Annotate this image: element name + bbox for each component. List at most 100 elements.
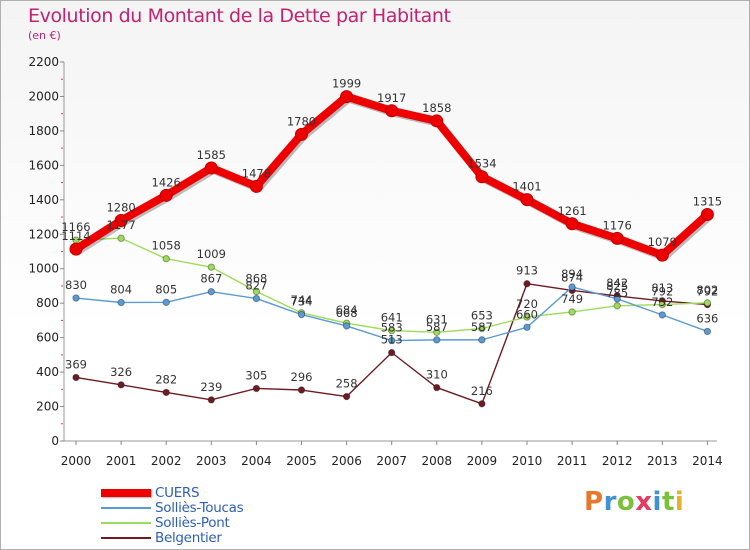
x-tick-label: 2004 (241, 454, 272, 468)
data-point-belgentier (117, 381, 125, 389)
y-tick-label: 2200 (28, 55, 59, 69)
x-tick-label: 2001 (106, 454, 137, 468)
data-point-sollies-toucas (613, 295, 621, 303)
data-label-belgentier: 326 (110, 365, 132, 379)
logo-letter: x (635, 487, 653, 517)
data-label-sollies-toucas: 894 (561, 267, 583, 281)
data-point-sollies-toucas (207, 287, 216, 296)
data-point-cuers (340, 90, 354, 104)
data-label-sollies-pont: 1166 (61, 220, 90, 234)
data-point-sollies-pont (613, 302, 621, 310)
x-tick-label: 2008 (422, 454, 453, 468)
data-point-cuers (69, 242, 83, 256)
data-label-belgentier: 874 (561, 270, 583, 284)
data-label-sollies-toucas: 583 (381, 321, 403, 335)
x-tick-label: 2011 (557, 454, 588, 468)
data-point-sollies-pont (117, 234, 125, 242)
data-point-sollies-toucas (162, 298, 170, 307)
x-tick-label: 2014 (692, 454, 723, 468)
data-label-sollies-toucas: 668 (336, 306, 358, 320)
data-label-sollies-toucas: 587 (471, 320, 493, 334)
data-point-sollies-toucas (703, 327, 712, 336)
data-point-cuers (520, 193, 534, 207)
data-point-belgentier (72, 373, 80, 382)
data-label-cuers: 1280 (106, 200, 135, 214)
data-label-belgentier: 792 (696, 285, 718, 299)
data-point-belgentier (388, 348, 396, 357)
data-label-cuers: 1478 (242, 166, 271, 180)
y-tick-label: 1000 (28, 262, 59, 276)
data-label-belgentier: 813 (651, 281, 673, 295)
data-point-belgentier (207, 396, 216, 404)
data-point-sollies-pont (252, 287, 261, 296)
data-point-cuers (655, 248, 669, 262)
legend-swatch-sollies-pont (101, 522, 151, 524)
data-label-cuers: 1534 (467, 157, 496, 171)
data-point-sollies-pont (523, 313, 531, 321)
data-label-sollies-toucas: 660 (516, 307, 538, 321)
data-point-cuers (430, 114, 444, 128)
x-tick-label: 2013 (647, 454, 678, 468)
data-label-sollies-pont: 802 (696, 283, 718, 297)
data-label-cuers: 1999 (332, 77, 361, 91)
data-label-belgentier: 296 (291, 370, 313, 384)
y-tick-label: 1600 (28, 158, 59, 172)
y-tick-label: 1400 (28, 193, 59, 207)
data-label-sollies-toucas: 827 (245, 279, 267, 293)
legend-label-belgentier: Belgentier (155, 530, 222, 546)
data-label-cuers: 1426 (152, 175, 181, 189)
logo-letter: r (603, 487, 617, 517)
data-label-cuers: 1261 (557, 204, 586, 218)
x-tick-label: 2009 (467, 454, 498, 468)
logo-letter: t (661, 487, 675, 517)
data-label-sollies-pont: 744 (291, 293, 313, 307)
data-label-cuers: 1917 (377, 91, 406, 105)
data-label-sollies-toucas: 825 (606, 279, 628, 293)
x-tick-label: 2003 (196, 454, 227, 468)
data-point-belgentier (433, 383, 441, 392)
data-label-cuers: 1079 (648, 235, 677, 249)
data-point-cuers (565, 217, 579, 231)
legend-swatch-cuers (101, 489, 151, 497)
data-point-sollies-toucas (523, 323, 531, 331)
y-tick-label: 400 (36, 365, 59, 379)
data-point-belgentier (252, 384, 261, 393)
data-label-sollies-toucas: 636 (696, 311, 718, 325)
data-point-cuers (475, 170, 489, 184)
data-point-belgentier (478, 400, 486, 408)
data-point-sollies-toucas (297, 310, 306, 319)
data-label-belgentier: 513 (381, 333, 403, 347)
data-point-sollies-toucas (72, 294, 80, 302)
x-tick-label: 2006 (331, 454, 362, 468)
data-label-sollies-pont: 1177 (106, 218, 135, 232)
data-label-belgentier: 239 (200, 380, 222, 394)
data-label-cuers: 1780 (287, 114, 316, 128)
data-point-sollies-pont (433, 328, 441, 336)
y-tick-label: 200 (36, 400, 59, 414)
logo-letter: i (674, 487, 685, 517)
data-label-belgentier: 282 (155, 372, 177, 386)
chart-title: Evolution du Montant de la Dette par Hab… (28, 5, 451, 27)
data-label-sollies-toucas: 587 (426, 320, 448, 334)
data-label-sollies-pont: 631 (426, 312, 448, 326)
data-label-sollies-toucas: 804 (110, 282, 132, 296)
data-point-cuers (700, 207, 714, 221)
data-label-sollies-pont: 785 (606, 286, 628, 300)
data-label-sollies-toucas: 867 (200, 272, 222, 286)
y-tick-label: 0 (51, 434, 59, 448)
data-label-sollies-pont: 684 (336, 303, 358, 317)
data-point-belgentier (523, 280, 531, 288)
data-point-cuers (295, 127, 308, 141)
chart-subtitle: (en €) (28, 29, 61, 42)
data-point-belgentier (342, 392, 351, 401)
data-label-sollies-pont: 1009 (197, 247, 226, 261)
data-label-belgentier: 369 (65, 357, 87, 371)
data-point-belgentier (162, 388, 170, 397)
x-tick-label: 2012 (602, 454, 633, 468)
data-point-cuers (610, 231, 624, 245)
y-tick-label: 800 (36, 296, 59, 310)
data-label-sollies-pont: 792 (651, 285, 673, 299)
legend-swatch-sollies-toucas (101, 507, 151, 509)
